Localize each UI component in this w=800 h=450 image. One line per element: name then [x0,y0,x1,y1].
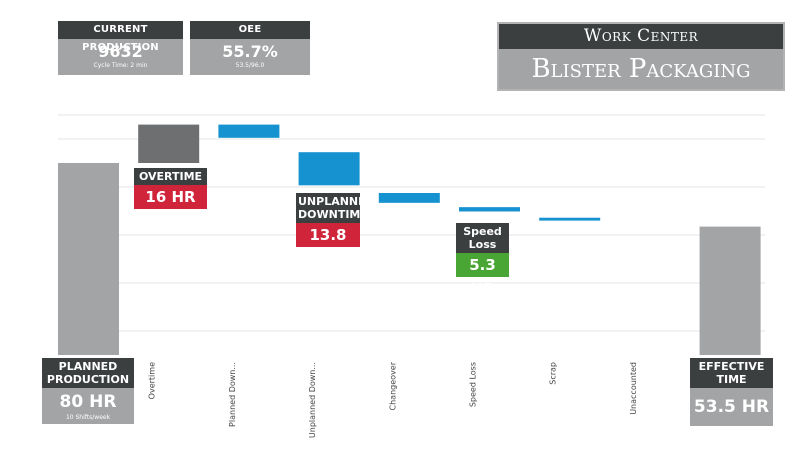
unplanned-downtime-callout: UNPLANNED DOWNTIME 13.8 HR [296,193,375,268]
work-center-panel: Work Center Blister Packaging [497,22,785,91]
x-tick-label-2: Unplanned Down... [308,362,317,438]
x-tick-label-1: Planned Down... [228,362,237,427]
bar-effective-time [699,226,761,355]
oee-ratio-text: 53.5/96.0 [235,62,265,69]
current-production-value: 9632 [98,42,143,61]
bar-planned-production [58,163,119,355]
chart-bars [58,124,761,355]
planned-production-shifts-text: 10 Shifts/week [65,414,111,421]
x-tick-label-5: Scrap [549,362,558,385]
overtime-callout-label: OVERTIME [134,168,207,185]
planned-production-callout-body: 80 HR 10 Shifts/week [42,388,134,424]
bar-planned-down [218,124,280,138]
x-tick-label-4: Speed Loss [469,362,478,407]
effective-time-callout-label: EFFECTIVE TIME [690,358,773,388]
planned-production-callout-label: PLANNED PRODUCTION [42,358,134,388]
planned-production-callout: PLANNED PRODUCTION 80 HR 10 Shifts/week [42,358,134,424]
bar-unplanned-down [298,152,360,186]
bar-speed-loss [459,207,520,212]
speed-loss-callout: Speed Loss 5.3 HR [456,223,509,298]
chart-x-labels: Overtime Planned Down... Unplanned Down...… [148,361,638,438]
bar-scrap [539,217,601,221]
current-production-card: CURRENT PRODUCTION 9632 Cycle Time: 2 mi… [58,21,183,75]
x-tick-label-3: Changeover [388,361,397,410]
unplanned-downtime-callout-value: 13.8 HR [296,223,360,268]
overtime-callout-value: 16 HR [134,185,207,209]
cycle-time-text: Cycle Time: 2 min [93,62,148,69]
oee-card: OEE 55.7% 53.5/96.0 [190,21,310,75]
overtime-callout: OVERTIME 16 HR [134,168,207,209]
work-center-name: Blister Packaging [499,49,783,89]
work-center-label: Work Center [499,24,783,49]
current-production-body: 9632 Cycle Time: 2 min [58,39,183,75]
bar-overtime [138,124,200,163]
planned-production-callout-value: 80 HR [59,392,117,412]
bar-changeover [378,193,440,203]
x-tick-label-6: Unaccounted [629,362,638,415]
oee-body: 55.7% 53.5/96.0 [190,39,310,75]
current-production-label: CURRENT PRODUCTION [58,21,183,53]
x-tick-label-0: Overtime [148,362,157,399]
oee-label: OEE [190,21,310,39]
unplanned-downtime-callout-label: UNPLANNED DOWNTIME [296,193,375,223]
effective-time-callout-value: 53.5 HR [690,388,773,426]
effective-time-callout: EFFECTIVE TIME 53.5 HR [690,358,773,426]
oee-value: 55.7% [222,42,278,61]
speed-loss-callout-label: Speed Loss [456,223,509,253]
speed-loss-callout-value: 5.3 HR [456,253,509,298]
